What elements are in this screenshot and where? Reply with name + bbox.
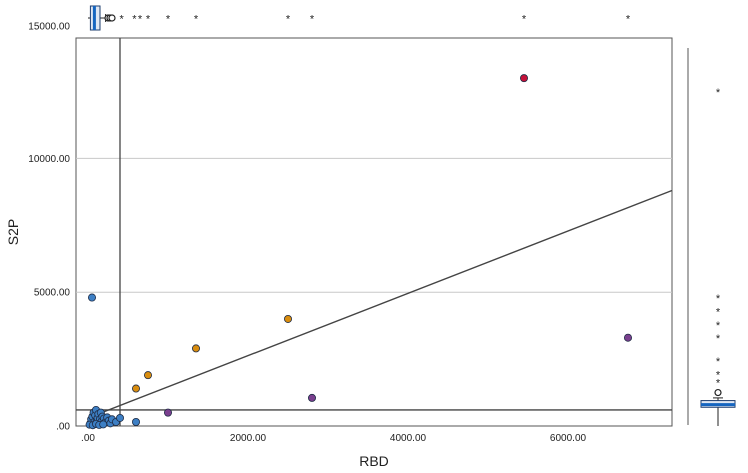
top-outlier-star-7: * [310, 14, 315, 26]
data-point-blue-0 [88, 293, 97, 302]
regression-line [87, 189, 673, 419]
gridlines [76, 157, 672, 293]
data-point-purple-1 [307, 393, 316, 402]
x-axis-label: RBD [359, 453, 389, 469]
x-tick-label-3: 6000.00 [550, 433, 587, 444]
data-point-blue-24 [131, 417, 140, 426]
right-outlier-star-0: * [716, 377, 721, 389]
top-boxplot: * * * * * * * * * * [88, 5, 631, 31]
data-point-orange-0 [131, 384, 140, 393]
top-outlier-star-0: * [119, 14, 124, 26]
data-point-orange-1 [143, 371, 152, 380]
y-tick-label-0: .00 [56, 422, 70, 433]
data-point-orange-2 [191, 344, 200, 353]
right-outlier-star-3: * [716, 333, 721, 345]
y-tick-label-2: 10000.00 [28, 154, 70, 165]
top-outlier-star-1: * [132, 14, 137, 26]
right-outlier-star-5: * [716, 306, 721, 318]
x-tick-label-1: 2000.00 [230, 433, 267, 444]
right-outlier-star-6: * [716, 293, 721, 305]
data-point-red-0 [520, 74, 529, 83]
data-point-purple-0 [163, 408, 172, 417]
y-axis-ticks: .00 5000.00 10000.00 15000.00 [28, 22, 70, 433]
data-point-blue-29 [99, 420, 108, 429]
top-outlier-star-2: * [138, 14, 143, 26]
y-tick-label-1: 5000.00 [34, 288, 71, 299]
right-boxplot: ******** [700, 87, 736, 426]
data-point-purple-2 [624, 333, 633, 342]
data-point-orange-3 [283, 314, 292, 323]
plot-frame [75, 37, 673, 427]
top-outlier-star-6: * [286, 14, 291, 26]
x-tick-label-0: .00 [81, 433, 95, 444]
x-axis-ticks: .00 2000.00 4000.00 6000.00 [81, 433, 586, 444]
reference-lines [76, 38, 672, 426]
y-tick-label-3: 15000.00 [28, 22, 70, 33]
top-outlier-circle-2 [108, 14, 116, 22]
fit-line [87, 189, 673, 419]
top-outlier-star-3: * [146, 14, 151, 26]
right-boxplot-panel: ******** [687, 48, 736, 426]
top-outlier-star-9: * [626, 14, 631, 26]
right-outlier-star-2: * [716, 356, 721, 368]
x-tick-label-2: 4000.00 [390, 433, 427, 444]
data-point-blue-23 [116, 413, 125, 422]
top-boxplot-panel: * * * * * * * * * * [76, 5, 672, 39]
right-outlier-star-1: * [716, 369, 721, 381]
top-outlier-star-4: * [166, 14, 171, 26]
right-outlier-star-7: * [716, 87, 721, 99]
top-outlier-star-8: * [522, 14, 527, 26]
top-outlier-star-5: * [194, 14, 199, 26]
data-points [85, 74, 633, 430]
right-outlier-circle-0 [714, 388, 722, 397]
right-outlier-star-4: * [716, 320, 721, 332]
y-axis-label: S2P [5, 219, 21, 245]
